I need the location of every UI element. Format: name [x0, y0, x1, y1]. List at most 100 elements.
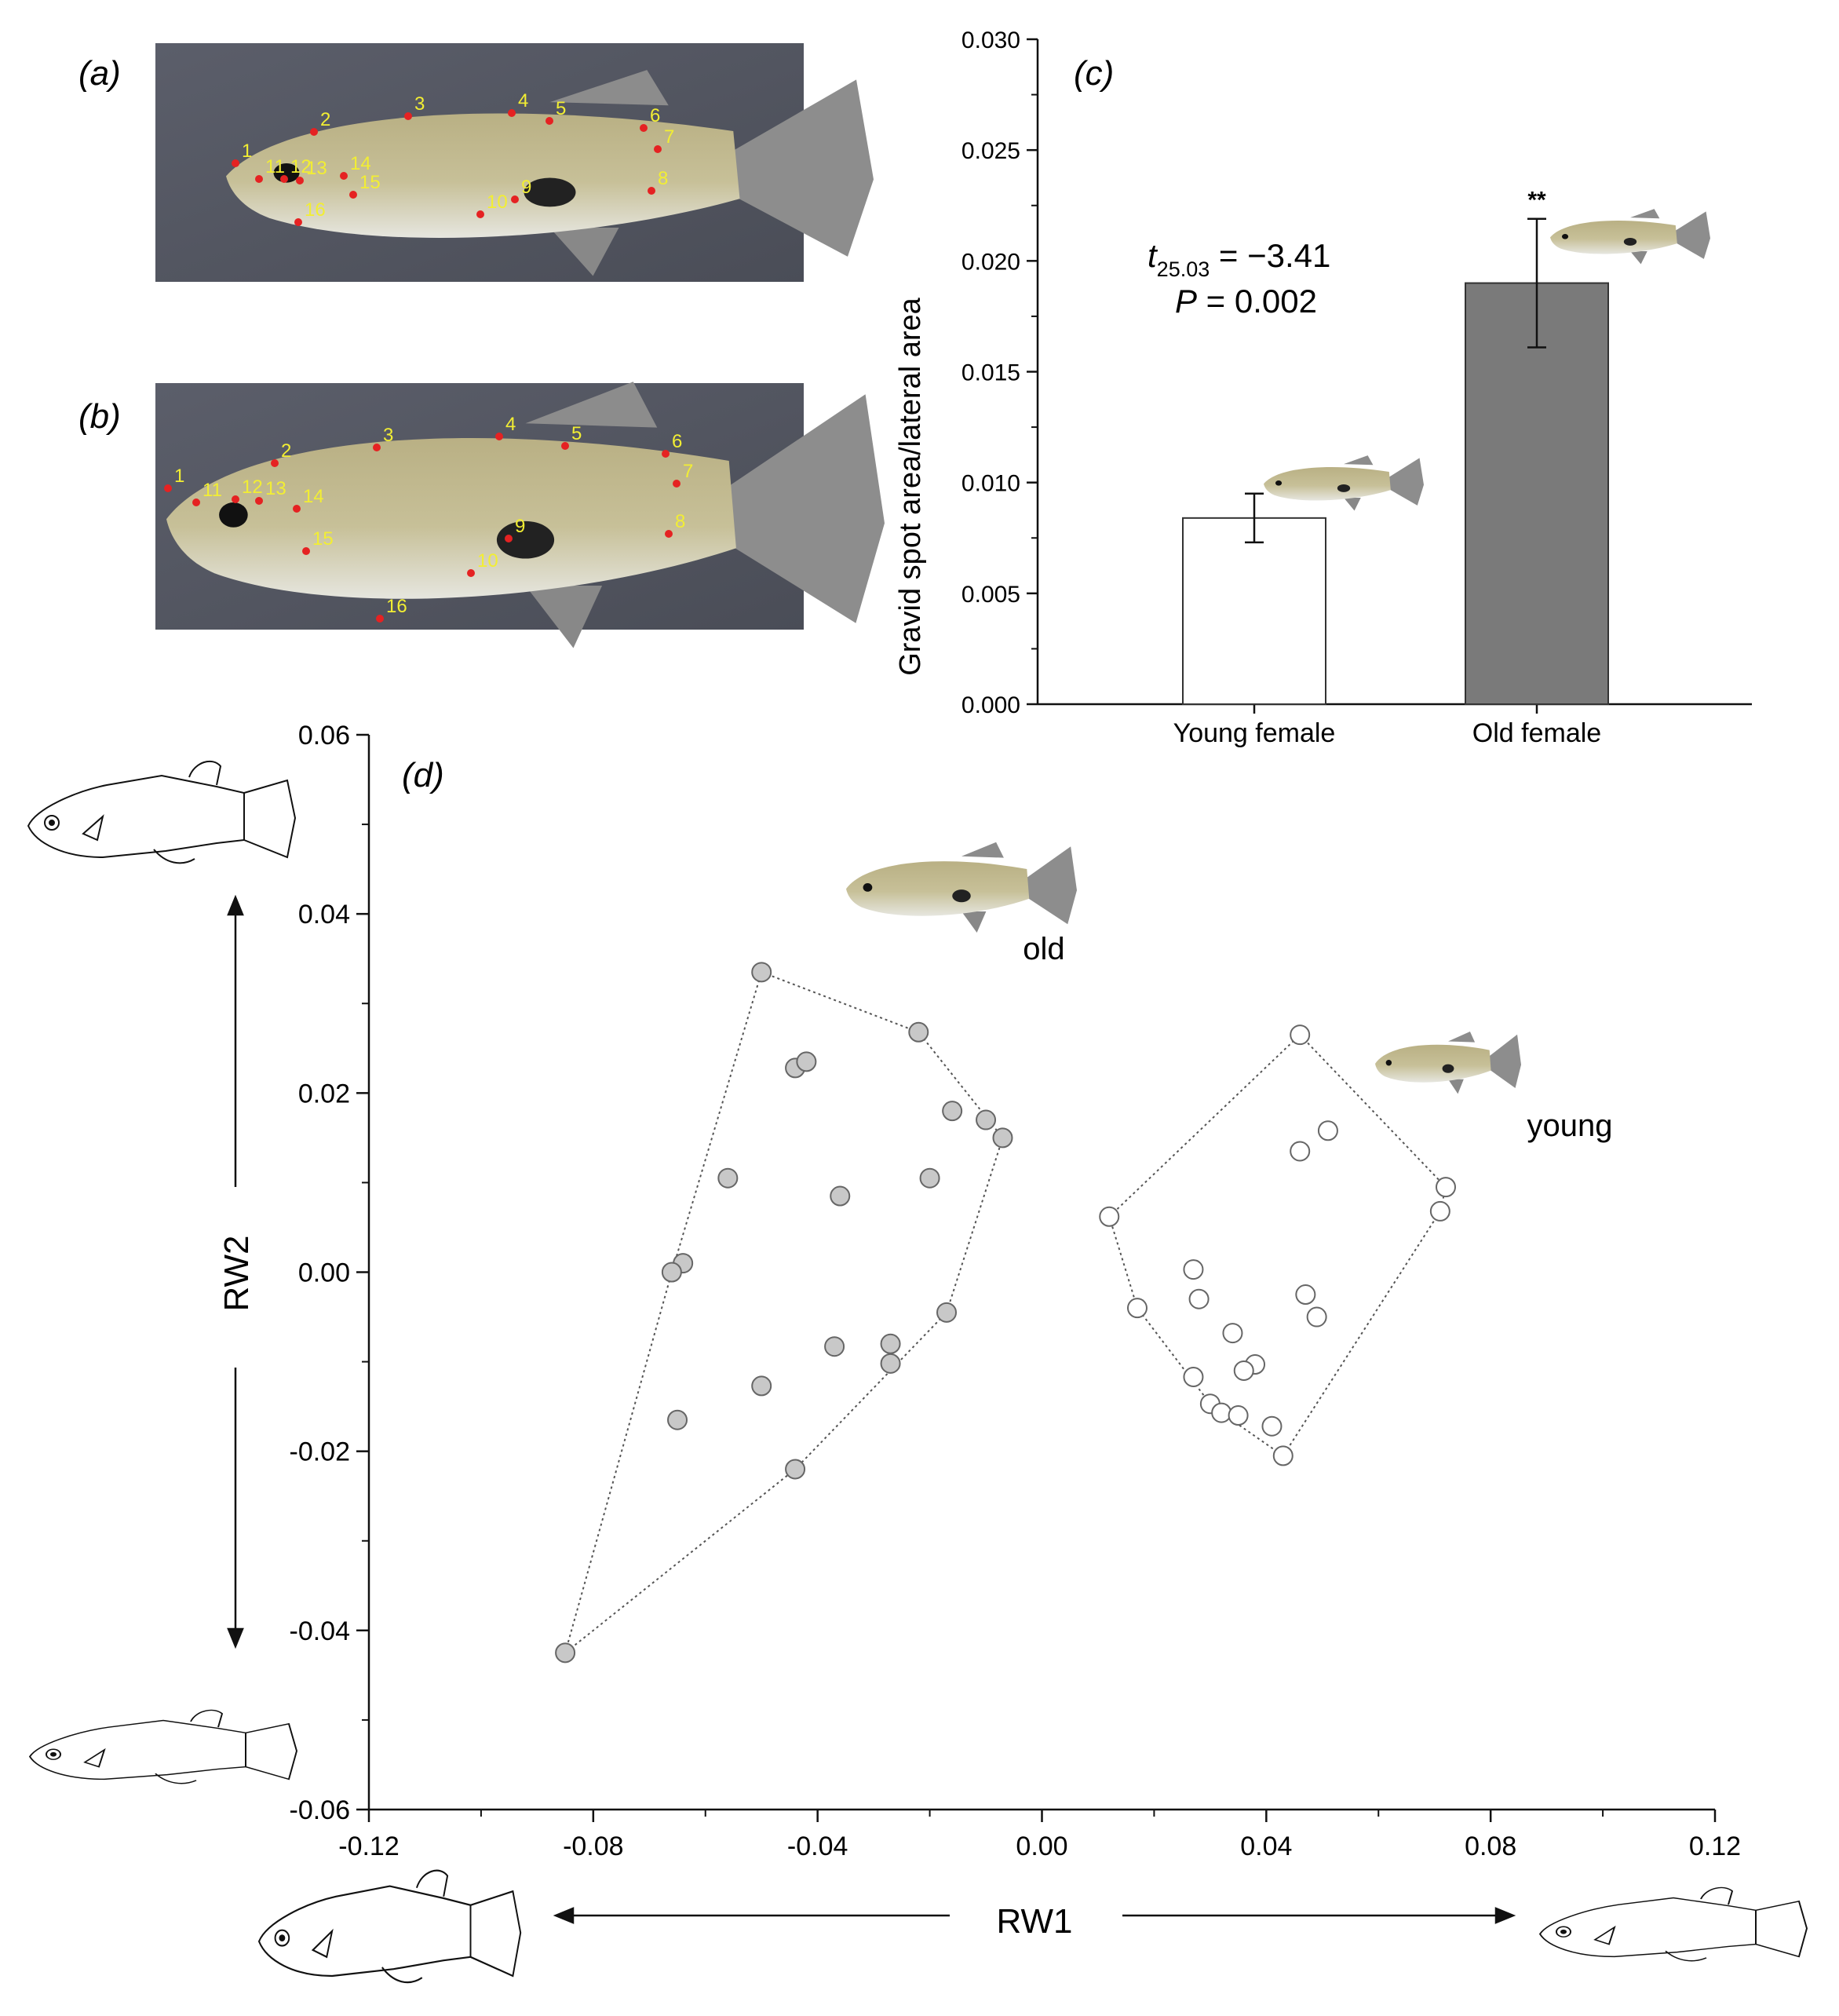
c-y-tick-label: 0.015 [961, 360, 1020, 386]
c-y-tick-label: 0.020 [961, 249, 1020, 275]
landmark-dot [271, 459, 279, 467]
landmark-number: 8 [658, 168, 668, 189]
panel-c-label: (c) [1074, 54, 1114, 93]
landmark-number: 11 [265, 156, 285, 177]
c-young-fish-photo [1264, 455, 1424, 511]
landmark-dot [255, 497, 263, 505]
landmark-number: 6 [672, 431, 682, 452]
x-axis-arrows [553, 1907, 1516, 1924]
d-point-young [1222, 1323, 1243, 1344]
landmark-dot [654, 145, 662, 153]
d-series-label-young: young [1527, 1108, 1613, 1143]
landmark-dot [192, 499, 200, 506]
landmark-dot [302, 547, 310, 555]
d-point-old [555, 1642, 576, 1664]
x-arrow-left-head [553, 1907, 575, 1924]
landmark-dot [164, 484, 172, 492]
c-y-axis-label: Gravid spot area/lateral area [894, 297, 927, 675]
d-old-fish-photo [846, 842, 1077, 933]
d-point-old [942, 1101, 963, 1122]
c-x-tick-label: Old female [1472, 718, 1601, 748]
c-y-tick-label: 0.025 [961, 138, 1020, 164]
d-point-old [751, 1375, 772, 1397]
d-point-old [919, 1167, 940, 1189]
d-x-tick-label: 0.08 [1465, 1832, 1516, 1861]
d-point-old [992, 1127, 1013, 1149]
c-stat-p: P = 0.002 [1175, 283, 1317, 320]
d-point-young [1306, 1306, 1327, 1328]
c-bar-old-female [1465, 282, 1609, 706]
landmark-dot [640, 124, 648, 132]
landmark-dot [280, 175, 288, 183]
landmark-number: 8 [675, 511, 685, 532]
c-stat-t: t25.03 = −3.41 [1148, 237, 1330, 281]
d-point-young [1211, 1402, 1232, 1423]
d-point-young [1429, 1200, 1450, 1222]
d-y-tick-label: -0.02 [290, 1437, 351, 1467]
landmark-dot [505, 535, 513, 542]
d-point-young [1317, 1120, 1338, 1141]
landmark-number: 12 [290, 156, 312, 177]
landmark-number: 14 [303, 486, 324, 507]
d-x-axis-label: RW1 [997, 1902, 1073, 1941]
landmark-dot [467, 569, 475, 577]
d-y-tick-label: 0.00 [298, 1258, 350, 1288]
c-axes: 0.000 0.005 0.010 0.015 0.020 0.025 0.030 Young… [961, 27, 1752, 748]
landmark-dot [561, 442, 569, 450]
c-bar-young-female [1182, 517, 1326, 706]
landmark-number: 10 [477, 550, 498, 572]
d-point-young [1436, 1177, 1456, 1198]
d-point-old [976, 1109, 997, 1130]
d-point-old [880, 1333, 901, 1354]
d-y-tick-label: -0.04 [290, 1616, 351, 1646]
landmark-dot [340, 172, 348, 180]
landmark-number: 12 [242, 477, 263, 498]
c-significance-marker: ** [1527, 188, 1546, 214]
landmark-dot [373, 444, 381, 451]
y-arrow-up-head [227, 894, 244, 916]
d-y-tick-label: -0.06 [290, 1795, 351, 1825]
panel-d-label: (d) [402, 756, 444, 794]
landmark-dot [232, 159, 239, 167]
c-stat-annotation: t25.03 = −3.41 P = 0.002 [1148, 237, 1330, 320]
landmark-number: 1 [174, 466, 184, 487]
landmark-number: 5 [556, 98, 566, 119]
d-point-old [824, 1336, 845, 1357]
x-arrow-right-head [1494, 1907, 1516, 1924]
d-x-tick-label: -0.04 [787, 1832, 848, 1861]
d-y-tick-label: 0.02 [298, 1079, 350, 1108]
landmark-number: 7 [683, 461, 693, 482]
landmark-dot [511, 195, 519, 203]
landmark-number: 9 [515, 516, 525, 537]
landmark-number: 4 [518, 90, 528, 111]
d-hull-young [1108, 1033, 1447, 1457]
y-arrow-down-head [227, 1627, 244, 1649]
c-old-fish-photo [1550, 209, 1710, 265]
d-point-old [751, 962, 772, 983]
landmark-number: 6 [650, 105, 660, 126]
d-point-young [1183, 1366, 1204, 1387]
landmark-dot [349, 191, 357, 199]
c-bars: ** [1182, 188, 1609, 706]
d-point-young [1228, 1405, 1249, 1426]
d-point-young [1126, 1298, 1148, 1319]
landmark-dot [232, 495, 239, 503]
panel-d: (d) -0.12 -0.08 -0.04 0.00 0.04 0.08 0.12 0.06 0… [27, 721, 1808, 1984]
d-y-tick-label: 0.04 [298, 900, 350, 929]
y-axis-arrows [227, 894, 244, 1649]
d-point-old [785, 1459, 806, 1480]
c-y-tick-label: 0.000 [961, 692, 1020, 718]
shape-outline-top-left [27, 760, 296, 864]
landmark-number: 15 [312, 528, 334, 550]
panel-b-label: (b) [78, 397, 121, 436]
shape-outline-bottom-x-right [1539, 1886, 1808, 1962]
landmark-number: 9 [521, 177, 531, 198]
d-x-tick-label: 0.12 [1689, 1832, 1741, 1861]
landmark-dot [296, 177, 304, 184]
landmark-number: 4 [505, 414, 516, 435]
d-point-young [1099, 1206, 1120, 1227]
landmark-number: 2 [281, 440, 291, 462]
d-young-fish-photo [1375, 1032, 1521, 1094]
